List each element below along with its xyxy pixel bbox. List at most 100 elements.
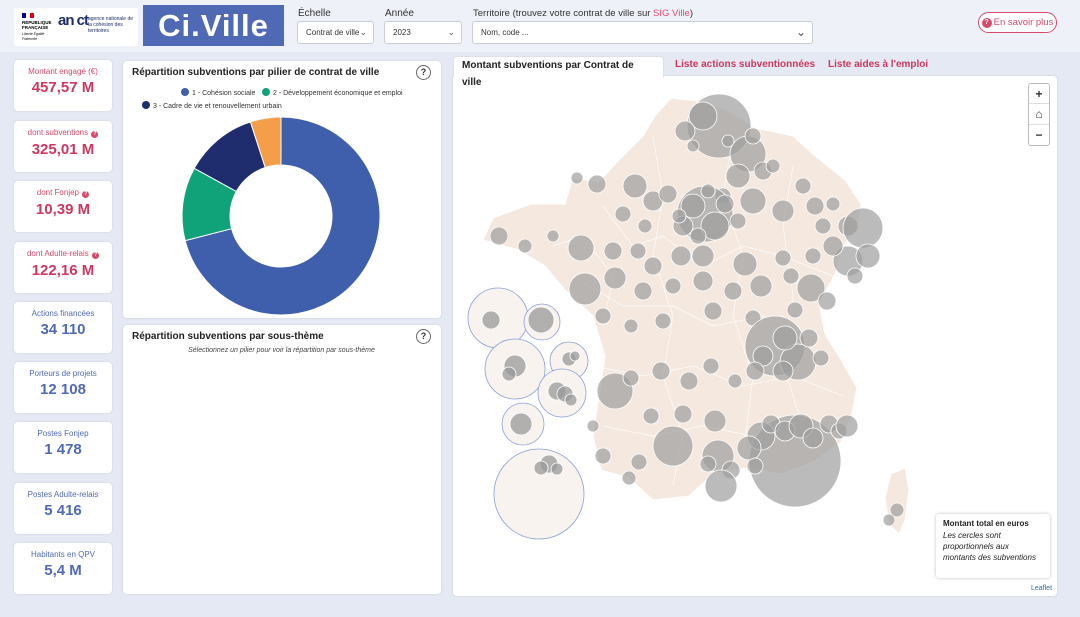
subsidy-bubble[interactable] xyxy=(643,256,663,276)
subsidy-bubble[interactable] xyxy=(702,357,720,375)
subsidy-bubble[interactable] xyxy=(691,244,715,268)
zoom-out-button[interactable]: − xyxy=(1035,127,1043,142)
inset-bubble[interactable] xyxy=(509,412,533,436)
subsidy-bubble[interactable] xyxy=(736,435,762,461)
subsidy-bubble[interactable] xyxy=(744,127,762,145)
subsidy-bubble[interactable] xyxy=(670,245,692,267)
subsidy-bubble[interactable] xyxy=(882,513,896,527)
territoire-search[interactable]: Nom, code ... ⌄ xyxy=(472,21,813,44)
legend-item-pilier-3[interactable]: 3 - Cadre de vie et renouvellement urbai… xyxy=(142,101,282,110)
subsidy-bubble[interactable] xyxy=(721,134,735,148)
subsidy-bubble[interactable] xyxy=(822,235,844,257)
subsidy-bubble[interactable] xyxy=(633,281,653,301)
leaflet-attribution-link[interactable]: Leaflet xyxy=(1031,585,1053,592)
subsidy-bubble[interactable] xyxy=(732,251,758,277)
subsidy-bubble[interactable] xyxy=(804,247,822,265)
subsidy-bubble[interactable] xyxy=(727,373,743,389)
subsidy-bubble[interactable] xyxy=(699,455,717,473)
subsidy-bubble[interactable] xyxy=(749,274,773,298)
subsidy-bubble[interactable] xyxy=(700,183,716,199)
donut-slice-4[interactable] xyxy=(249,116,282,169)
help-icon[interactable]: ? xyxy=(416,329,431,344)
subsidy-bubble[interactable] xyxy=(674,120,696,142)
inset-bubble[interactable] xyxy=(533,460,549,476)
subsidy-bubble[interactable] xyxy=(771,199,795,223)
help-icon[interactable]: ? xyxy=(92,252,100,259)
subsidy-bubble[interactable] xyxy=(603,241,623,261)
donut-chart[interactable] xyxy=(123,61,441,318)
subsidy-bubble[interactable] xyxy=(614,205,632,223)
subsidy-bubble[interactable] xyxy=(642,407,660,425)
subsidy-bubble[interactable] xyxy=(622,369,640,387)
france-map[interactable] xyxy=(453,76,1057,596)
tab-liste-aides-emploi[interactable]: Liste aides à l'emploi xyxy=(828,59,929,70)
subsidy-bubble[interactable] xyxy=(658,184,678,204)
subsidy-bubble[interactable] xyxy=(692,270,714,292)
subsidy-bubble[interactable] xyxy=(772,360,794,382)
map-panel[interactable] xyxy=(453,76,1057,596)
inset-bubble[interactable] xyxy=(481,310,501,330)
donut-slice-1[interactable] xyxy=(184,116,381,316)
inset-bubble[interactable] xyxy=(527,306,555,334)
subsidy-bubble[interactable] xyxy=(621,470,637,486)
subsidy-bubble[interactable] xyxy=(587,174,607,194)
subsidy-bubble[interactable] xyxy=(671,208,687,224)
subsidy-bubble[interactable] xyxy=(817,291,837,311)
subsidy-bubble[interactable] xyxy=(746,457,764,475)
subsidy-bubble[interactable] xyxy=(586,419,600,433)
legend-item-pilier-2[interactable]: 2 - Développement économique et emploi xyxy=(262,88,403,97)
subsidy-bubble[interactable] xyxy=(688,101,718,131)
subsidy-bubble[interactable] xyxy=(802,427,824,449)
subsidy-bubbles[interactable] xyxy=(489,93,905,527)
help-icon[interactable]: ? xyxy=(416,65,431,80)
subsidy-bubble[interactable] xyxy=(825,196,841,212)
en-savoir-plus-button[interactable]: ? En savoir plus xyxy=(978,12,1057,33)
inset-bubble[interactable] xyxy=(550,462,564,476)
subsidy-bubble[interactable] xyxy=(745,361,765,381)
subsidy-bubble[interactable] xyxy=(622,173,648,199)
subsidy-bubble[interactable] xyxy=(568,272,602,306)
subsidy-bubble[interactable] xyxy=(842,207,884,249)
subsidy-bubble[interactable] xyxy=(799,328,819,348)
subsidy-bubble[interactable] xyxy=(725,163,751,189)
zoom-in-button[interactable]: + xyxy=(1029,84,1049,105)
inset-bubble[interactable] xyxy=(564,393,578,407)
subsidy-bubble[interactable] xyxy=(673,404,693,424)
subsidy-bubble[interactable] xyxy=(782,267,800,285)
tab-liste-actions[interactable]: Liste actions subventionnées xyxy=(675,59,816,70)
subsidy-bubble[interactable] xyxy=(786,301,804,319)
subsidy-bubble[interactable] xyxy=(796,273,826,303)
subsidy-bubble[interactable] xyxy=(835,414,859,438)
subsidy-bubble[interactable] xyxy=(623,318,639,334)
subsidy-bubble[interactable] xyxy=(812,349,830,367)
subsidy-bubble[interactable] xyxy=(889,502,905,518)
help-icon[interactable]: ? xyxy=(91,131,99,138)
subsidy-bubble[interactable] xyxy=(637,218,653,234)
subsidy-bubble[interactable] xyxy=(715,194,735,214)
tab-montant-subventions[interactable]: Montant subventions par Contrat de ville xyxy=(453,56,664,88)
subsidy-bubble[interactable] xyxy=(489,226,509,246)
subsidy-bubble[interactable] xyxy=(846,267,864,285)
subsidy-bubble[interactable] xyxy=(686,139,700,153)
subsidy-bubble[interactable] xyxy=(700,211,730,241)
subsidy-bubble[interactable] xyxy=(703,409,727,433)
inset-bubble[interactable] xyxy=(501,366,517,382)
sig-ville-link[interactable]: SIG Ville xyxy=(653,8,690,19)
help-icon[interactable]: ? xyxy=(82,191,90,198)
subsidy-bubble[interactable] xyxy=(517,238,533,254)
subsidy-bubble[interactable] xyxy=(774,249,792,267)
subsidy-bubble[interactable] xyxy=(805,196,825,216)
subsidy-bubble[interactable] xyxy=(689,227,707,245)
subsidy-bubble[interactable] xyxy=(546,229,560,243)
subsidy-bubble[interactable] xyxy=(752,345,774,367)
subsidy-bubble[interactable] xyxy=(629,242,647,260)
subsidy-bubble[interactable] xyxy=(680,193,706,219)
subsidy-bubble[interactable] xyxy=(703,301,723,321)
subsidy-bubble[interactable] xyxy=(652,425,694,467)
subsidy-bubble[interactable] xyxy=(654,312,672,330)
subsidy-bubble[interactable] xyxy=(855,243,881,269)
inset-bubble[interactable] xyxy=(569,350,581,362)
subsidy-bubble[interactable] xyxy=(603,266,627,290)
subsidy-bubble[interactable] xyxy=(594,447,612,465)
subsidy-bubble[interactable] xyxy=(651,361,671,381)
